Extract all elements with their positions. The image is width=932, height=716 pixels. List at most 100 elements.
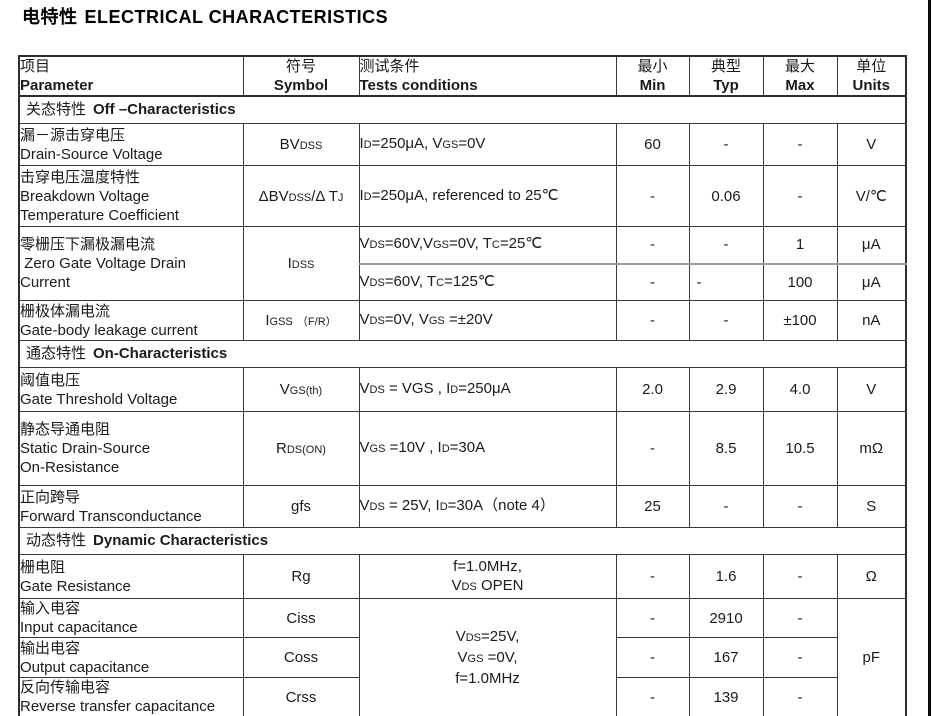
cell-max: ±100 [762,300,838,341]
cell-typ: 8.5 [688,411,764,486]
label-en: Zero Gate Voltage Drain [20,255,186,272]
section-off-characteristics: 关态特性 Off –Characteristics [18,95,907,124]
label-zh: 阈值电压 [20,371,81,389]
cond-line: f=1.0MHz, [453,557,522,575]
cell-min: - [615,411,690,486]
cell-symbol: BVDSS [242,123,360,166]
cell-unit: mΩ [836,411,907,486]
cell-conditions: VDS = VGS , ID=250μA [358,367,617,412]
cell-unit: V [836,367,907,412]
cell-max: - [762,677,838,716]
label-en: Forward Transconductance [20,507,202,525]
header-max-zh: 最大 [784,58,815,75]
cell-label: 漏－源击穿电压 Drain-Source Voltage [18,123,244,166]
cell-symbol: IGSS （F/R） [242,300,360,341]
cell-unit: V/℃ [836,165,907,227]
cell-unit: nA [836,300,907,341]
header-symbol-en: Symbol [273,77,329,94]
header-conditions-zh: 测试条件 [359,58,420,75]
page-title: 电特性 ELECTRICAL CHARACTERISTICS [22,3,388,29]
label-zh: 漏－源击穿电压 [20,126,126,144]
section-on-cell: 通态特性 On-Characteristics [18,340,907,368]
row-gate-body-leakage-current: 栅极体漏电流 Gate-body leakage current IGSS （F… [18,300,907,341]
cell-unit: V [836,123,907,166]
label-en: Static Drain-Source [20,440,151,457]
row-gate-threshold-voltage: 阈值电压 Gate Threshold Voltage VGS(th) VDS … [18,367,907,412]
cell-conditions: ID=250μA, referenced to 25℃ [358,165,617,227]
section-on-characteristics: 通态特性 On-Characteristics [18,340,907,368]
cell-unit: Ω [836,554,907,599]
cond-line: f=1.0MHz [455,670,520,687]
header-symbol-zh: 符号 [285,58,316,75]
cond-line: VGS =0V, [457,649,518,666]
cell-conditions-shared: VDS=25V, VGS =0V, f=1.0MHz [358,598,617,716]
label-en: Breakdown Voltage [20,187,150,205]
header-parameter: 项目 Parameter [18,55,244,97]
header-parameter-zh: 项目 [20,58,51,75]
cell-min: 25 [615,485,690,528]
label-zh: 反向传输电容 [20,679,111,696]
cell-label: 静态导通电阻 Static Drain-Source On-Resistance [18,411,244,486]
cell-symbol: RDS(ON) [242,411,360,486]
cell-min: - [615,554,690,599]
cell-symbol: Rg [242,554,360,599]
header-min-en: Min [639,77,666,94]
label-en: Gate Resistance [20,577,131,595]
cell-min: 2.0 [615,367,690,412]
cell-label: 输入电容 Input capacitance [18,598,244,638]
label-en: Gate-body leakage current [20,321,198,339]
label-en: Gate Threshold Voltage [20,390,178,408]
cell-unit: S [836,485,907,528]
header-units-zh: 单位 [856,58,887,75]
cell-label: 栅电阻 Gate Resistance [18,554,244,599]
cell-min: - [615,262,690,301]
page-title-en: ELECTRICAL CHARACTERISTICS [84,7,389,27]
cell-min: - [615,598,690,638]
cell-max: 100 [762,262,838,301]
cell-min: - [615,677,690,716]
label-en2: Temperature Coefficient [20,206,179,224]
electrical-characteristics-table: 项目 Parameter 符号 Symbol 测试条件 Tests condit… [18,55,907,716]
cell-min: - [615,226,690,264]
header-max-en: Max [785,77,815,94]
cell-symbol: Crss [242,677,360,716]
label-en: Output capacitance [20,658,150,676]
cell-max: - [762,554,838,599]
cell-conditions: VDS=60V, TC=125℃ [358,262,617,301]
section-dynamic-zh: 动态特性 [26,532,87,549]
row-forward-transconductance: 正向跨导 Forward Transconductance gfs VDS = … [18,485,907,528]
header-conditions: 测试条件 Tests conditions [358,55,617,97]
cell-unit: μA [836,262,907,301]
header-units: 单位 Units [836,55,907,97]
cell-max: 1 [762,226,838,264]
cell-symbol: gfs [242,485,360,528]
cell-max: - [762,637,838,678]
cell-min: 60 [615,123,690,166]
cell-typ: - [688,123,764,166]
label-en2: On-Resistance [20,459,120,476]
cell-typ: 167 [688,637,764,678]
header-max: 最大 Max [762,55,838,97]
label-zh: 输出电容 [20,639,81,657]
cell-conditions: VDS=0V, VGS =±20V [358,300,617,341]
row-zero-gate-voltage-drain-current: 零栅压下漏极漏电流 Zero Gate Voltage Drain Curren… [18,226,907,301]
section-dynamic-cell: 动态特性 Dynamic Characteristics [18,527,907,555]
section-on-en: On-Characteristics [93,345,228,362]
header-units-en: Units [852,77,891,94]
section-off-en: Off –Characteristics [93,101,236,118]
section-off-zh: 关态特性 [26,101,87,118]
row-gate-resistance: 栅电阻 Gate Resistance Rg f=1.0MHz, VDS OPE… [18,554,907,599]
header-symbol: 符号 Symbol [242,55,360,97]
label-en: Reverse transfer capacitance [20,698,216,715]
cell-label: 输出电容 Output capacitance [18,637,244,678]
cell-typ: - [688,226,764,264]
cell-symbol: VGS(th) [242,367,360,412]
cell-max: - [762,598,838,638]
cond-line: VDS=25V, [455,628,520,645]
cell-label: 正向跨导 Forward Transconductance [18,485,244,528]
label-zh: 正向跨导 [20,488,81,506]
cell-max: 4.0 [762,367,838,412]
row-output-capacitance: 输出电容 Output capacitance Coss - 167 - [18,637,906,678]
cell-conditions: VDS = 25V, ID=30A（note 4） [358,485,617,528]
cell-label: 零栅压下漏极漏电流 Zero Gate Voltage Drain Curren… [18,226,244,301]
